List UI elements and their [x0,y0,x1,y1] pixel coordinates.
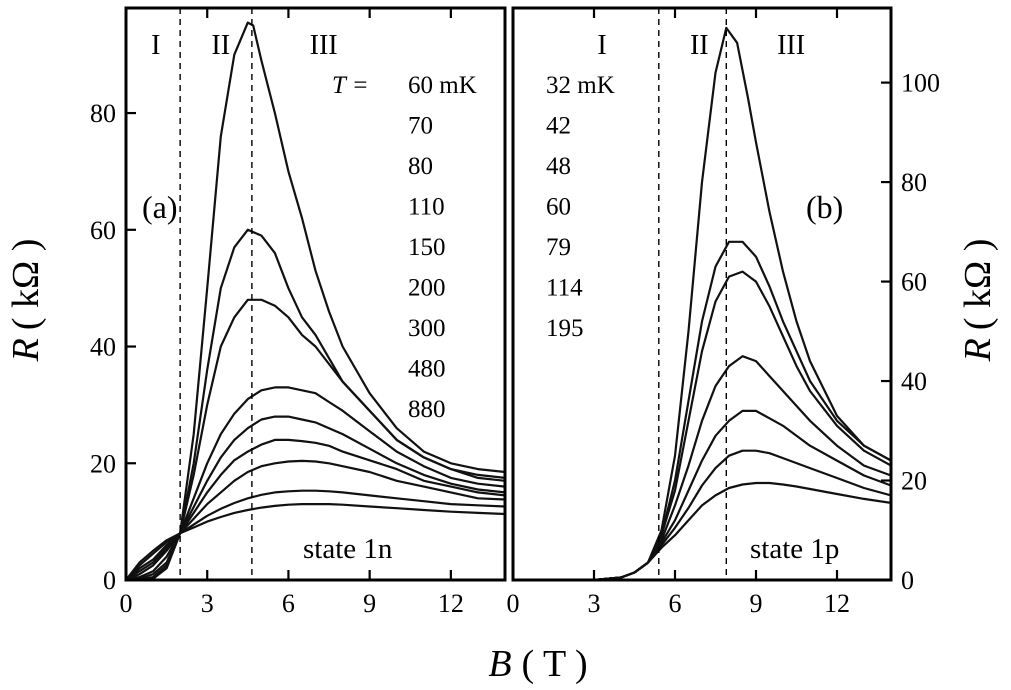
panel-b-temperature-label: 32 mK [546,72,615,99]
panel-b-series-7 [513,481,892,582]
panel-a-temperature-label: 150 [408,234,446,261]
panel-a-temperature-label: 60 mK [408,72,477,99]
panel-b-temperature-label: 195 [546,315,584,342]
panel-a-region-label: III [310,30,338,61]
panel-a-series-4 [125,386,506,582]
panel-b-xtick-label: 12 [824,589,850,618]
panel-a-ytick-label: 20 [90,449,116,478]
panel-b-region-label: III [777,30,805,61]
panel-a-series-9 [125,503,506,581]
panel-b-ytick-label: 80 [901,168,927,197]
panel-b-temperature-label: 60 [546,194,571,221]
panel-a-xtick-label: 12 [438,589,464,618]
panel-a-state-label: state 1n [303,533,393,565]
panel-a-temperature-label: 880 [408,396,446,423]
panel-b-state-label: state 1p [750,533,839,565]
panel-b-ytick-label: 0 [901,566,914,595]
x-axis-label: B( T ) [488,643,587,685]
panel-b-temperature-label: 114 [546,275,583,302]
panel-b-series-1 [513,26,892,582]
panel-a-dashed-lines [179,8,253,580]
panel-b-region-label: II [690,30,709,61]
panel-a-xtick-label: 9 [363,589,376,618]
panel-a-series-1 [126,21,506,582]
panel-a-ytick-label: 0 [103,566,116,595]
panel-a-ytick-label: 60 [90,216,116,245]
panel-b-ytick-label: 100 [901,69,940,98]
panel-a-temperature-label: 80 [408,153,433,180]
panel-b-regions: I II III [597,30,805,61]
panel-b-xtick-label: 0 [507,589,520,618]
panel-a-label: (a) [142,189,178,225]
panel-b-ytick-label: 60 [901,268,927,297]
panel-a-region-label: II [211,30,230,61]
panel-a-temperature-label: 110 [408,194,445,221]
panel-b-xtick-label: 6 [669,589,682,618]
panel-b-ticks: 0 3 6 9 12 0 20 40 60 80 100 [507,8,940,618]
y-axis-label-right: R( kΩ ) [957,239,999,363]
panel-b-xtick-label: 9 [750,589,763,618]
panel-a-ytick-label: 40 [90,333,116,362]
panel-a-region-label: I [151,30,160,61]
panel-a-ticks: 0 3 6 9 12 0 20 40 60 80 [90,8,464,618]
panel-b-temperature-list: 32 mK 42 48 60 79 114 195 [546,72,615,342]
panel-b-curves [513,26,892,582]
panel-a-temperature-label: 200 [408,275,446,302]
panel-a-temperature-list: 60 mK 70 80 110 150 200 300 480 880 [408,72,477,423]
panel-b-ytick-label: 40 [901,367,927,396]
panel-b-ytick-label: 20 [901,467,927,496]
panel-b-xtick-label: 3 [588,589,601,618]
panel-b-dashed-lines [658,8,727,580]
panel-b-temperature-label: 42 [546,113,571,140]
panel-a-temperature-label: 300 [408,315,446,342]
panel-b-region-label: I [597,30,606,61]
panel-a-temperature-label: 480 [408,356,446,383]
panel-b-frame [511,6,893,582]
panel-b-temperature-label: 79 [546,234,571,261]
temperature-prefix: T = [332,72,369,99]
panel-a-xtick-label: 6 [282,589,295,618]
panel-b-temperature-label: 48 [546,153,571,180]
panel-a-ytick-label: 80 [90,99,116,128]
panel-b-label: (b) [806,189,843,225]
panel-a-regions: I II III [151,30,337,61]
panel-a-xtick-label: 3 [201,589,214,618]
panel-a-curves [125,21,506,582]
panel-a-xtick-label: 0 [120,589,133,618]
panel-a-temperature-label: 70 [408,113,433,140]
panel-a-frame [124,6,507,582]
y-axis-label-left: R( kΩ ) [5,239,47,363]
